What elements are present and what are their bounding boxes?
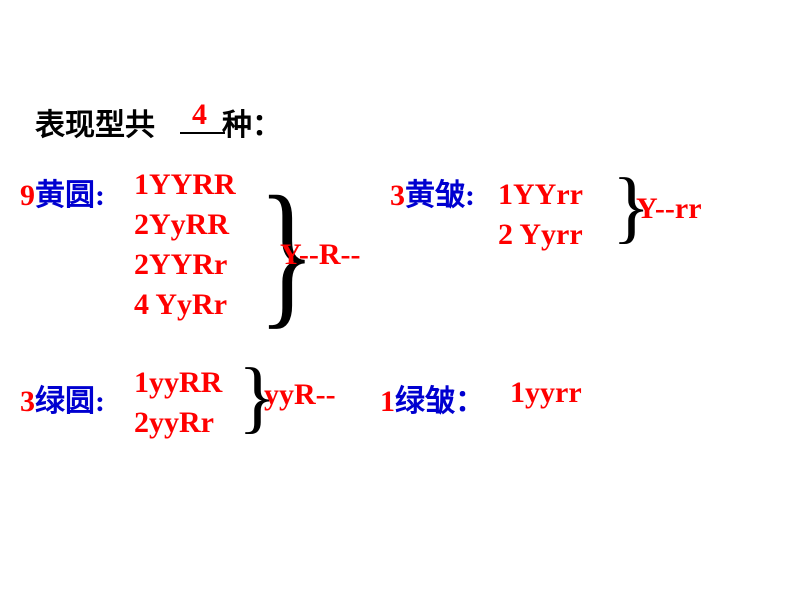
- group3-pattern: yyR--: [264, 378, 336, 412]
- group2-name: 黄皱: [405, 179, 465, 212]
- title-underline: [180, 132, 225, 134]
- group3-geno-1: 2yyRr: [134, 406, 214, 440]
- group2-label: 3黄皱:: [390, 170, 475, 214]
- group3-name: 绿圆: [35, 385, 95, 418]
- title-prefix: 表现型共: [35, 100, 155, 144]
- group3-colon: :: [95, 385, 105, 418]
- group1-label: 9黄圆:: [20, 170, 105, 214]
- group3-ratio: 3: [20, 385, 35, 418]
- group2-pattern: Y--rr: [636, 192, 702, 226]
- group3-label: 3绿圆:: [20, 376, 105, 420]
- group3-geno-0: 1yyRR: [134, 366, 222, 400]
- group1-geno-3: 4 YyRr: [134, 288, 227, 322]
- group2-geno-0: 1YYrr: [498, 178, 583, 212]
- group2-ratio: 3: [390, 179, 405, 212]
- group4-colon: ：: [455, 385, 485, 418]
- group4-name: 绿皱: [395, 385, 455, 418]
- group2-colon: :: [465, 179, 475, 212]
- group1-geno-1: 2YyRR: [134, 208, 229, 242]
- group1-ratio: 9: [20, 179, 35, 212]
- title-suffix: 种：: [222, 100, 282, 144]
- group1-colon: :: [95, 179, 105, 212]
- group2-geno-1: 2 Yyrr: [498, 218, 583, 252]
- group4-geno-0: 1yyrr: [510, 376, 582, 410]
- group1-name: 黄圆: [35, 179, 95, 212]
- group1-pattern: Y--R--: [280, 238, 361, 272]
- group1-geno-0: 1YYRR: [134, 168, 236, 202]
- group4-label: 1绿皱：: [380, 376, 485, 420]
- group1-geno-2: 2YYRr: [134, 248, 227, 282]
- title-answer: 4: [192, 98, 207, 132]
- group4-ratio: 1: [380, 385, 395, 418]
